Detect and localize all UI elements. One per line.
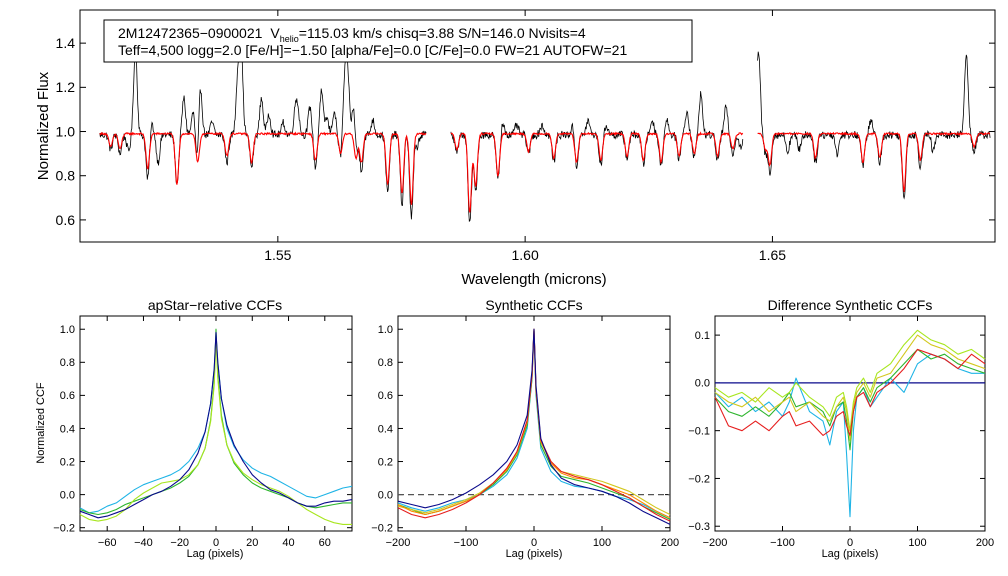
difference-ccf-ytick-label: −0.2: [688, 473, 710, 485]
spectrum-ytick-label: 0.8: [56, 168, 76, 184]
synthetic-ccf-ytick-label: 0.2: [378, 456, 393, 468]
difference-ccf-panel: Difference Synthetic CCFs −200 −100 0 100 20…: [688, 297, 994, 560]
synthetic-ccf-series-visit-5: [397, 328, 671, 522]
vhelio-symbol: V: [270, 25, 280, 41]
spectrum-axes-frame: [79, 9, 996, 243]
difference-ccf-xtick-label: 200: [976, 537, 994, 549]
apstar-ccf-ytick-label: −0.2: [53, 523, 75, 535]
spectrum-model-chip-2: [450, 131, 744, 213]
synthetic-ccf-traces: [397, 328, 671, 525]
apstar-ccf-traces: [79, 328, 353, 525]
difference-ccf-traces: [714, 329, 986, 518]
spectrum-traces: [99, 39, 991, 223]
apstar-ccf-xtick-label: −40: [134, 537, 153, 549]
apstar-ccf-xtick-label: −20: [170, 537, 189, 549]
spectrum-xlabel: Wavelength (microns): [461, 271, 606, 288]
difference-ccf-ytick-label: −0.3: [688, 521, 710, 533]
apstar-ccf-ytick-label: 0.0: [60, 489, 75, 501]
spectrum-xtick-label: 1.65: [759, 247, 786, 263]
spectrum-ylabel: Normalized Flux: [35, 71, 52, 180]
difference-ccf-ytick-label: −0.1: [688, 426, 710, 438]
spectrum-panel: 1.55 1.60 1.65 0.6 0.8 1.0 1.2 1.4 Normalized F…: [35, 9, 996, 288]
difference-ccf-xtick-label: 100: [908, 537, 926, 549]
spectrum-info-line1: 2M12472365−0900021 Vhelio=115.03 km/s chi…: [118, 25, 586, 44]
synthetic-ccf-ytick-label: −0.2: [371, 523, 393, 535]
apstar-ccf-ylabel: Normalized CCF: [35, 382, 47, 464]
synthetic-ccf-ytick-label: 0.0: [378, 489, 393, 501]
synthetic-ccf-panel: Synthetic CCFs −200 −100 0 100 200 −0.2 0.0 0.2…: [371, 297, 679, 560]
star-id: 2M12472365−0900021: [118, 25, 263, 41]
difference-ccf-axes-frame: [714, 315, 986, 532]
apstar-ccf-ytick-label: 0.6: [60, 390, 75, 402]
apstar-ccf-ytick-label: 0.2: [60, 456, 75, 468]
synthetic-ccf-xtick-label: 0: [531, 537, 537, 549]
spectrum-ytick-label: 0.6: [56, 212, 76, 228]
synthetic-ccf-ytick-label: 0.4: [378, 423, 393, 435]
difference-ccf-series-visit-2: [714, 348, 986, 451]
spectrum-info-box: [103, 19, 693, 63]
apstar-ccf-series-visit-2: [79, 328, 352, 516]
spectrum-xtick-label: 1.55: [264, 247, 291, 263]
difference-ccf-title: Difference Synthetic CCFs: [768, 297, 933, 313]
synthetic-ccf-xtick-label: 200: [661, 537, 679, 549]
vhelio-subscript: helio: [280, 34, 299, 44]
apstar-ccf-ytick-label: 0.4: [60, 423, 75, 435]
spectrum-observed-chip-3: [757, 51, 991, 200]
apstar-ccf-xtick-label: −60: [98, 537, 117, 549]
apstar-ccf-panel: apStar−relative CCFs −60 −40 −20 0 20 40 60 −0.…: [35, 297, 353, 560]
synthetic-ccf-series-visit-3: [397, 328, 671, 515]
difference-ccf-xtick-label: −100: [770, 537, 795, 549]
spectrum-ytick-label: 1.0: [56, 123, 76, 139]
difference-ccf-xtick-label: −200: [703, 537, 728, 549]
synthetic-ccf-title: Synthetic CCFs: [485, 297, 582, 313]
difference-ccf-series-visit-5: [714, 348, 986, 436]
difference-ccf-series-visit-4: [714, 334, 986, 441]
apstar-ccf-xtick-label: 0: [213, 537, 219, 549]
spectrum-xtick-label: 1.60: [512, 247, 539, 263]
apstar-ccf-ytick-label: 0.8: [60, 357, 75, 369]
apstar-ccf-ticks: −60 −40 −20 0 20 40 60 −0.2 0.0 0.2 0.4 0.6 0.8 1.0: [53, 316, 352, 549]
synthetic-ccf-series-visit-4: [397, 328, 671, 519]
spectrum-ticks: 1.55 1.60 1.65 0.6 0.8 1.0 1.2 1.4: [56, 10, 995, 263]
spectrum-ytick-label: 1.4: [56, 35, 76, 51]
synthetic-ccf-xlabel: Lag (pixels): [506, 548, 563, 560]
spectrum-model-chip-1: [99, 131, 427, 205]
difference-ccf-series-visit-3: [714, 329, 986, 432]
synthetic-ccf-ytick-label: 1.0: [378, 324, 393, 336]
spectrum-ytick-label: 1.2: [56, 79, 76, 95]
spectrum-model-chip-3: [757, 131, 991, 192]
apstar-ccf-xtick-label: 40: [282, 537, 294, 549]
difference-ccf-xlabel: Lag (pixels): [822, 548, 879, 560]
synthetic-ccf-series-template: [397, 328, 671, 525]
apstar-ccf-ytick-label: 1.0: [60, 324, 75, 336]
synthetic-ccf-xtick-label: −200: [386, 537, 411, 549]
difference-ccf-ticks: −200 −100 0 100 200 −0.3 −0.2 −0.1 0.0 0.1: [688, 316, 994, 549]
spectrum-info-line2: Teff=4,500 logg=2.0 [Fe/H]=−1.50 [alpha/…: [118, 42, 627, 58]
difference-ccf-ytick-label: 0.1: [695, 330, 710, 342]
synthetic-ccf-ytick-label: 0.6: [378, 390, 393, 402]
synthetic-ccf-series-visit-1: [397, 330, 671, 519]
difference-ccf-ytick-label: 0.0: [695, 378, 710, 390]
synthetic-ccf-ticks: −200 −100 0 100 200 −0.2 0.0 0.2 0.4 0.6 0.8 1.0: [371, 316, 679, 549]
difference-ccf-xtick-label: 0: [847, 537, 853, 549]
spectrum-info-values: =115.03 km/s chisq=3.88 S/N=146.0 Nvisit…: [299, 25, 586, 41]
apstar-ccf-series-visit-1: [79, 335, 353, 514]
spectrum-observed-chip-2: [450, 91, 744, 223]
apstar-ccf-xtick-label: 60: [319, 537, 331, 549]
synthetic-ccf-xtick-label: 100: [593, 537, 611, 549]
apstar-ccf-xtick-label: 20: [246, 537, 258, 549]
synthetic-ccf-ytick-label: 0.8: [378, 357, 393, 369]
spectrum-observed-chip-1: [99, 39, 427, 220]
apstar-ccf-xlabel: Lag (pixels): [187, 548, 244, 560]
synthetic-ccf-xtick-label: −100: [454, 537, 479, 549]
apstar-ccf-title: apStar−relative CCFs: [148, 297, 282, 313]
apstar-ccf-series-visit-4: [79, 331, 353, 519]
